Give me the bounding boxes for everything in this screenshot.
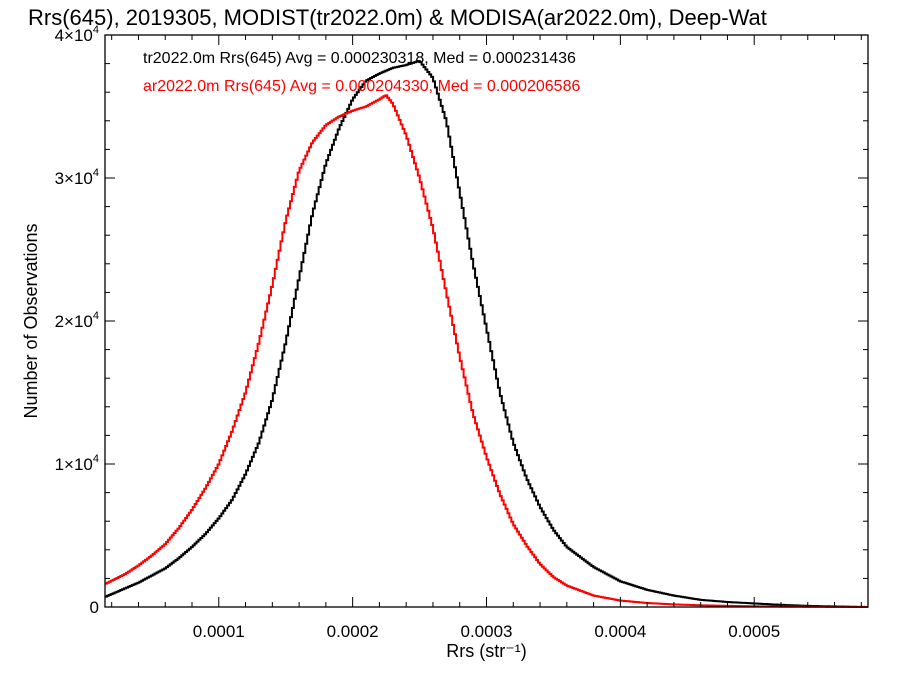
x-tick-label: 0.0002: [327, 622, 379, 641]
y-tick-label: 1×104: [55, 453, 99, 474]
y-tick-label: 4×104: [55, 24, 99, 45]
x-tick-label: 0.0004: [594, 622, 646, 641]
chart-title: Rrs(645), 2019305, MODIST(tr2022.0m) & M…: [28, 5, 767, 30]
legend-entry-tr2022: tr2022.0m Rrs(645) Avg = 0.000230318, Me…: [143, 50, 576, 67]
series-group: [105, 59, 868, 608]
series-line-0: [105, 59, 868, 608]
y-tick-label: 0: [90, 598, 99, 617]
y-axis-label: Number of Observations: [21, 223, 41, 418]
y-tick-label: 3×104: [55, 167, 99, 188]
legend-entry-ar2022: ar2022.0m Rrs(645) Avg = 0.000204330, Me…: [143, 78, 580, 95]
x-tick-label: 0.0001: [193, 622, 245, 641]
series-line-1: [105, 94, 868, 608]
tick-labels: 0.0001 0.0002 0.0003 0.0004 0.0005 0 1×104 2×10…: [55, 24, 781, 641]
plot-frame: [104, 34, 869, 608]
x-tick-label: 0.0003: [461, 622, 513, 641]
x-tick-label: 0.0005: [728, 622, 780, 641]
axis-ticks: [105, 34, 868, 608]
y-tick-label: 2×104: [55, 310, 99, 331]
legend: tr2022.0m Rrs(645) Avg = 0.000230318, Me…: [143, 50, 580, 95]
x-axis-label: Rrs (str⁻¹): [446, 641, 526, 661]
